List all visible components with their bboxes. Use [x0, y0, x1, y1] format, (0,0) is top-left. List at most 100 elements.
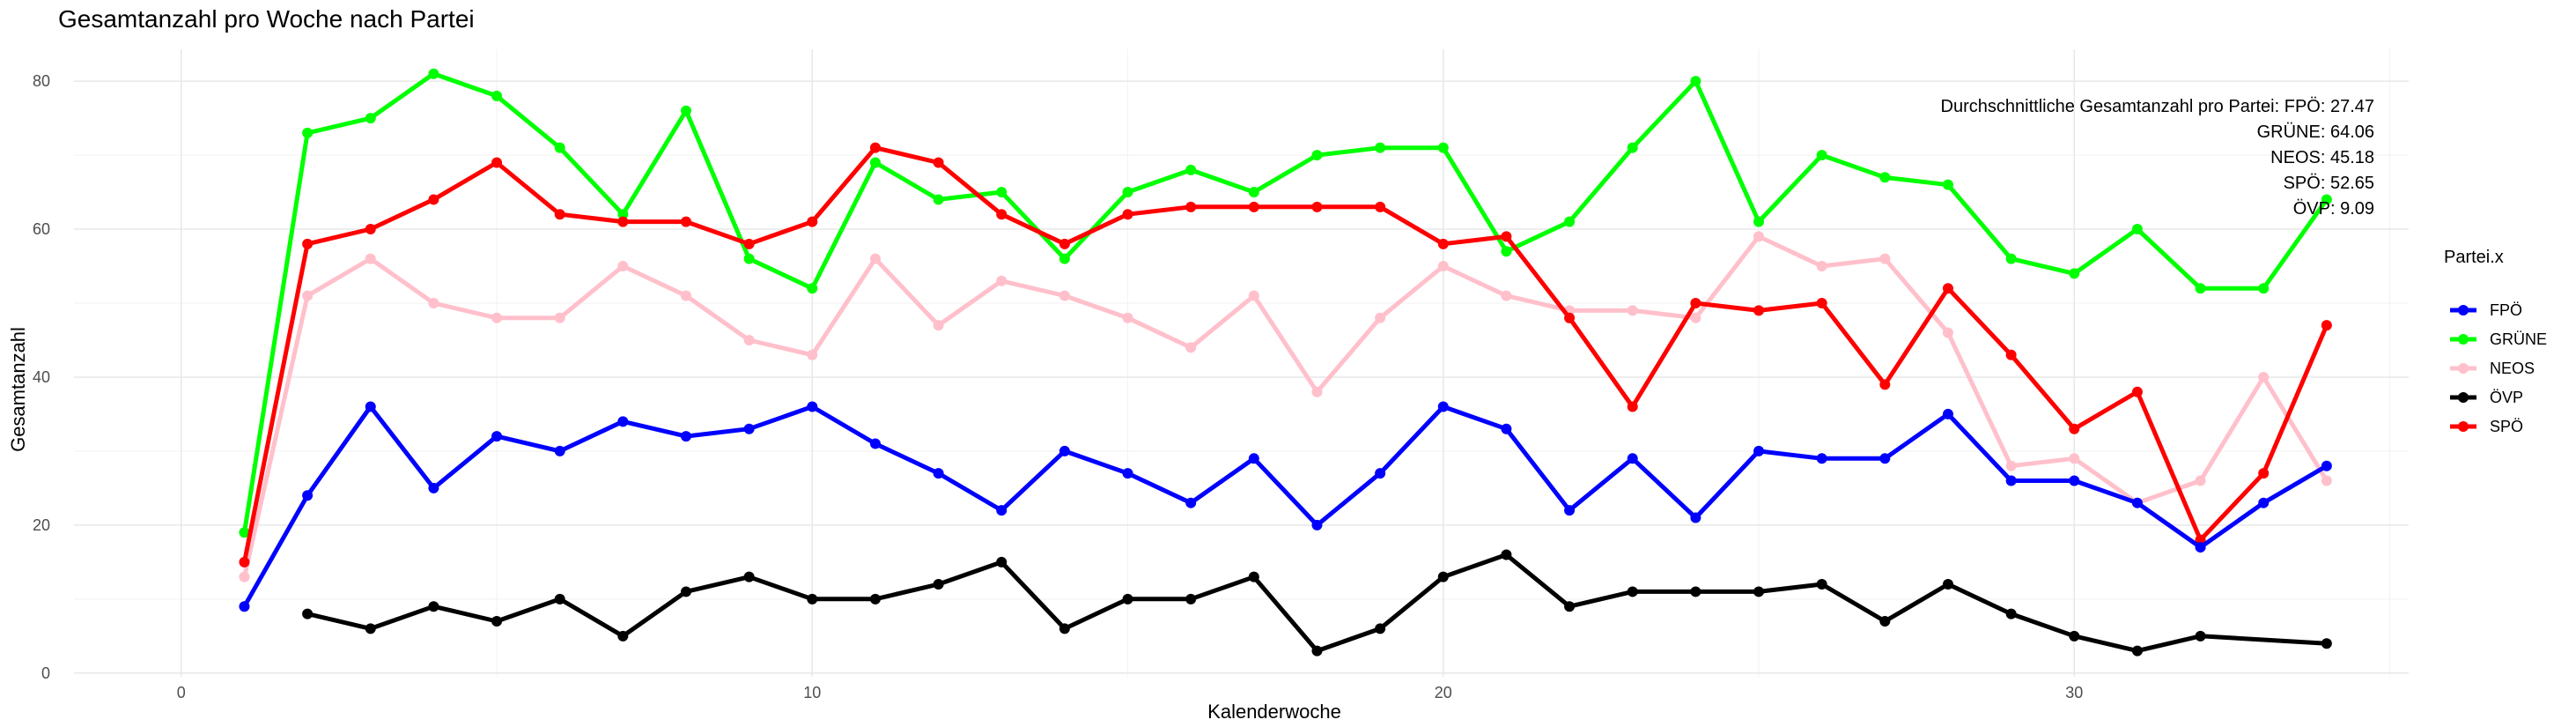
data-point-sp- — [554, 209, 565, 220]
legend-item: FPÖ — [2450, 301, 2522, 319]
data-point-neos — [1185, 342, 1197, 353]
data-point--vp — [554, 593, 565, 605]
data-point-sp- — [617, 216, 629, 227]
data-point-fp- — [365, 401, 376, 412]
legend-key-point — [2458, 363, 2469, 374]
data-point--vp — [1879, 616, 1891, 627]
average-annotation: Durchschnittliche Gesamtanzahl pro Parte… — [1941, 97, 2374, 219]
data-point-gr-ne — [1311, 150, 1323, 161]
axes: 0 20 40 60 80 0 10 20 30 — [33, 72, 2083, 701]
data-point-fp- — [1122, 468, 1133, 479]
series-line-fp- — [242, 404, 2329, 609]
data-point-neos — [1501, 290, 1512, 301]
data-point-sp- — [239, 556, 250, 568]
data-point-gr-ne — [302, 127, 314, 138]
data-point-gr-ne — [1753, 216, 1765, 227]
y-axis-title: Gesamtanzahl — [7, 327, 29, 452]
data-point-sp- — [302, 238, 314, 249]
legend-item: NEOS — [2450, 360, 2535, 377]
data-point-sp- — [1375, 201, 1386, 212]
data-point--vp — [1122, 593, 1133, 605]
data-point-gr-ne — [743, 253, 755, 264]
data-point-gr-ne — [1879, 172, 1891, 183]
data-point-neos — [365, 253, 376, 264]
data-point-neos — [2195, 475, 2206, 486]
data-point-gr-ne — [1375, 142, 1386, 153]
data-point-neos — [1248, 290, 1259, 301]
series-group — [239, 68, 2332, 657]
data-point-sp- — [2069, 423, 2080, 434]
data-point-neos — [491, 312, 503, 323]
data-point-fp- — [933, 468, 944, 479]
data-point-neos — [1879, 253, 1891, 264]
legend-label: FPÖ — [2490, 301, 2522, 319]
data-point-sp- — [1248, 201, 1259, 212]
data-point-neos — [617, 261, 629, 272]
data-point-gr-ne — [1627, 142, 1638, 153]
data-point--vp — [1816, 579, 1827, 590]
data-point-neos — [1753, 231, 1765, 242]
data-point-fp- — [1437, 401, 1449, 412]
data-point-fp- — [1879, 453, 1891, 464]
data-point-fp- — [2069, 475, 2080, 486]
data-point--vp — [2005, 608, 2017, 619]
annotation-line: GRÜNE: 64.06 — [2257, 122, 2374, 142]
data-point-fp- — [869, 438, 881, 449]
data-point-sp- — [428, 194, 439, 205]
legend-item: GRÜNE — [2450, 330, 2547, 348]
data-point-fp- — [491, 431, 503, 442]
legend-key-point — [2458, 392, 2469, 403]
data-point--vp — [807, 593, 818, 605]
y-tick-label: 20 — [33, 516, 50, 534]
data-point-fp- — [1690, 512, 1701, 523]
legend-key-point — [2458, 305, 2469, 315]
data-point-gr-ne — [1248, 187, 1259, 198]
y-tick-label: 0 — [41, 664, 50, 682]
grid — [74, 49, 2409, 677]
data-point-gr-ne — [996, 187, 1008, 198]
data-point-neos — [1375, 312, 1386, 323]
data-point-fp- — [807, 401, 818, 412]
data-point-sp- — [1879, 379, 1891, 390]
data-point-fp- — [2258, 497, 2270, 508]
data-point-neos — [2321, 475, 2332, 486]
data-point-sp- — [2321, 320, 2332, 331]
data-point-fp- — [1059, 445, 1070, 456]
data-point--vp — [491, 616, 503, 627]
legend-key-point — [2458, 421, 2469, 432]
data-point-fp- — [554, 445, 565, 456]
data-point-fp- — [617, 416, 629, 427]
data-point--vp — [1753, 586, 1765, 597]
data-point-sp- — [996, 209, 1008, 220]
data-point-gr-ne — [2321, 194, 2332, 205]
data-point-gr-ne — [365, 113, 376, 124]
annotation-line: NEOS: 45.18 — [2270, 148, 2374, 167]
y-tick-label: 60 — [33, 220, 50, 238]
data-point--vp — [1627, 586, 1638, 597]
legend-key-point — [2458, 334, 2469, 345]
data-point-fp- — [2005, 475, 2017, 486]
annotation-line: SPÖ: 52.65 — [2284, 174, 2374, 193]
legend-item: ÖVP — [2450, 389, 2523, 406]
data-point-fp- — [743, 423, 755, 434]
data-point-gr-ne — [554, 142, 565, 153]
data-point-gr-ne — [933, 194, 944, 205]
data-point-fp- — [239, 601, 250, 612]
data-point-sp- — [1185, 201, 1197, 212]
data-point-neos — [743, 334, 755, 345]
data-point-gr-ne — [1690, 76, 1701, 87]
data-point-neos — [1690, 312, 1701, 323]
data-point-sp- — [365, 224, 376, 235]
data-point-neos — [807, 349, 818, 360]
series-line-gr-ne — [242, 71, 2329, 535]
data-point--vp — [1375, 623, 1386, 634]
data-point--vp — [365, 623, 376, 634]
data-point-gr-ne — [807, 283, 818, 294]
data-point-sp- — [2005, 349, 2017, 360]
data-point-sp- — [2131, 386, 2143, 397]
legend-label: SPÖ — [2490, 418, 2523, 435]
data-point--vp — [302, 608, 314, 619]
data-point--vp — [996, 556, 1008, 568]
data-point-fp- — [1753, 445, 1765, 456]
data-point--vp — [1059, 623, 1070, 634]
